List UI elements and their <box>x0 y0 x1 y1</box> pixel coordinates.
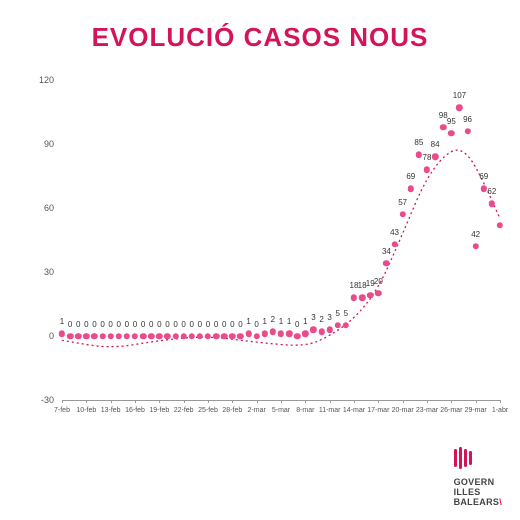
data-point-label: 5 <box>336 309 340 318</box>
chart-area: -300306090120 7-feb10-feb13-feb16-feb19-… <box>32 80 500 420</box>
data-point-label: 0 <box>117 320 121 329</box>
data-point-label: 0 <box>198 320 202 329</box>
x-tick-label: 17-mar <box>367 407 389 414</box>
x-tick-label: 7-feb <box>54 407 70 414</box>
footer-slash-icon: \ <box>499 497 502 507</box>
x-tick-label: 14-mar <box>343 407 365 414</box>
data-point-label: 0 <box>133 320 137 329</box>
data-point-label: 95 <box>447 117 456 126</box>
data-point-label: 0 <box>173 320 177 329</box>
x-tick-label: 8-mar <box>296 407 314 414</box>
data-point-label: 43 <box>390 228 399 237</box>
data-point-label: 0 <box>214 320 218 329</box>
x-tick-label: 2-mar <box>248 407 266 414</box>
x-tick-label: 5-mar <box>272 407 290 414</box>
data-point-label: 0 <box>295 320 299 329</box>
data-point-label: 0 <box>108 320 112 329</box>
data-point-label: 0 <box>254 320 258 329</box>
data-point-label: 0 <box>238 320 242 329</box>
data-point-label: 84 <box>431 140 440 149</box>
data-point-label: 0 <box>76 320 80 329</box>
x-tick-label: 26-mar <box>440 407 462 414</box>
data-point-label: 0 <box>84 320 88 329</box>
plot-area: 7-feb10-feb13-feb16-feb19-feb22-feb25-fe… <box>62 80 500 401</box>
x-tick-label: 1-abr <box>492 407 508 414</box>
data-point-label: 34 <box>382 247 391 256</box>
x-tick-label: 10-feb <box>76 407 96 414</box>
data-point-label: 107 <box>453 91 466 100</box>
infographic-container: EVOLUCIÓ CASOS NOUS -300306090120 7-feb1… <box>0 0 520 520</box>
data-point-label: 57 <box>398 198 407 207</box>
data-point-label: 20 <box>374 277 383 286</box>
y-tick-label: 120 <box>32 75 54 85</box>
y-axis: -300306090120 <box>32 80 58 420</box>
x-tick-label: 19-feb <box>149 407 169 414</box>
data-point-label: 1 <box>60 317 64 326</box>
x-tick-label: 20-mar <box>392 407 414 414</box>
x-tick-label: 29-mar <box>465 407 487 414</box>
data-point-label: 1 <box>263 317 267 326</box>
data-point-label: 0 <box>125 320 129 329</box>
data-point-label: 3 <box>327 313 331 322</box>
data-point-label: 62 <box>487 187 496 196</box>
data-point-label: 5 <box>344 309 348 318</box>
data-point-label: 0 <box>222 320 226 329</box>
footer-branding: GOVERN ILLES BALEARS\ <box>454 447 502 508</box>
data-point-label: 78 <box>423 153 432 162</box>
data-point-label: 0 <box>92 320 96 329</box>
data-point-label: 85 <box>414 138 423 147</box>
x-tick-label: 22-feb <box>174 407 194 414</box>
data-point <box>497 222 503 228</box>
y-tick-label: -30 <box>32 395 54 405</box>
data-point-label: 3 <box>311 313 315 322</box>
data-point-label: 96 <box>463 115 472 124</box>
data-point-label: 0 <box>157 320 161 329</box>
x-tick-label: 11-mar <box>319 407 341 414</box>
data-point-label: 0 <box>100 320 104 329</box>
footer-line-3: BALEARS\ <box>454 498 502 508</box>
y-tick-label: 90 <box>32 139 54 149</box>
data-point-label: 42 <box>471 230 480 239</box>
data-point-label: 0 <box>230 320 234 329</box>
data-point-label: 0 <box>141 320 145 329</box>
chart-title: EVOLUCIÓ CASOS NOUS <box>0 22 520 53</box>
footer-org-name: GOVERN ILLES BALEARS\ <box>454 478 502 508</box>
data-point-label: 0 <box>149 320 153 329</box>
y-tick-label: 30 <box>32 267 54 277</box>
x-tick-label: 16-feb <box>125 407 145 414</box>
data-point-label: 0 <box>68 320 72 329</box>
y-tick-label: 60 <box>32 203 54 213</box>
data-point-label: 1 <box>287 317 291 326</box>
data-point-label: 0 <box>206 320 210 329</box>
data-point-label: 2 <box>319 315 323 324</box>
data-point-label: 69 <box>406 172 415 181</box>
data-point-label: 69 <box>479 172 488 181</box>
data-point-label: 0 <box>190 320 194 329</box>
x-tick-label: 28-feb <box>222 407 242 414</box>
x-tick-label: 23-mar <box>416 407 438 414</box>
govern-logo-icon <box>454 447 472 469</box>
data-point-label: 0 <box>181 320 185 329</box>
data-point-label: 0 <box>165 320 169 329</box>
y-tick-label: 0 <box>32 331 54 341</box>
data-point-label: 1 <box>303 317 307 326</box>
x-tick-label: 13-feb <box>101 407 121 414</box>
data-point-label: 1 <box>246 317 250 326</box>
x-tick-label: 25-feb <box>198 407 218 414</box>
trend-line <box>62 80 500 400</box>
data-point-label: 2 <box>271 315 275 324</box>
data-point-label: 1 <box>279 317 283 326</box>
